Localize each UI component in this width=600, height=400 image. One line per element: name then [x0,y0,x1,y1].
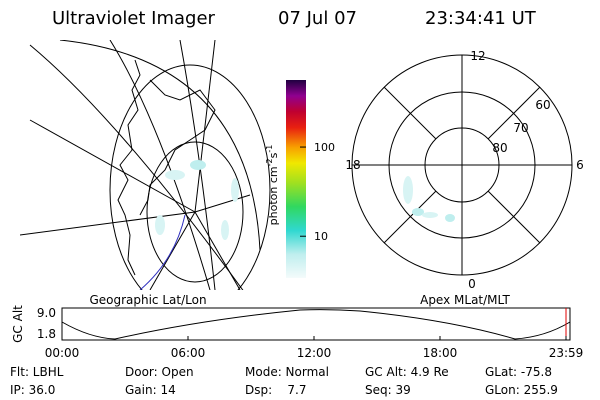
mlt-label: 12 [470,49,485,63]
mlt-label: 0 [468,277,476,291]
polar-plot [351,54,573,276]
colorbar-label: photon cm-2s-1 [265,145,280,226]
info-field: Flt: LBHL [10,365,64,379]
info-field: Gain: 14 [125,383,176,397]
colorbar-ticks: 10 100 [300,141,335,243]
info-field: IP: 36.0 [10,383,55,397]
mlt-label: 18 [345,158,360,172]
altitude-curve [61,309,571,340]
footer: Flt: LBHL Door: Open Mode: Normal GC Alt: 4… [10,365,558,397]
x-ticks: 00:00 06:00 12:00 18:00 23:59 [45,336,584,360]
lat-label: 60 [535,98,550,112]
panel-label: Apex MLat/MLT [420,293,510,307]
date: 07 Jul 07 [278,8,357,29]
info-field: Dsp: 7.7 [245,383,307,397]
y-tick-label: 9.0 [37,306,56,320]
lat-label: 80 [492,141,507,155]
exp: -2 [265,158,274,166]
unit: s [267,152,280,158]
x-tick-label: 06:00 [171,346,206,360]
time: 23:34:41 UT [425,8,537,29]
colorbar-tick-label: 100 [314,141,335,154]
info-field: GC Alt: 4.9 Re [365,365,449,379]
y-tick-label: 1.8 [37,327,56,341]
x-tick-label: 12:00 [297,346,332,360]
colorbar-tick-label: 10 [314,230,328,243]
info-field: Door: Open [125,365,194,379]
geo-map [20,40,271,290]
info-field: Mode: Normal [245,365,329,379]
title: Ultraviolet Imager [52,8,216,29]
y-axis-label: GC Alt [11,305,25,343]
info-field: GLat: -75.8 [485,365,552,379]
panel-label: Geographic Lat/Lon [89,293,206,307]
x-tick-label: 00:00 [45,346,80,360]
unit: photon cm [267,166,280,225]
lat-label: 70 [513,121,528,135]
info-field: GLon: 255.9 [485,383,558,397]
exp: -1 [265,145,274,153]
x-tick-label: 23:59 [549,346,584,360]
colorbar [286,80,306,278]
info-field: Seq: 39 [365,383,411,397]
altitude-frame [61,307,571,341]
x-tick-label: 18:00 [423,346,458,360]
mlt-label: 6 [576,158,584,172]
